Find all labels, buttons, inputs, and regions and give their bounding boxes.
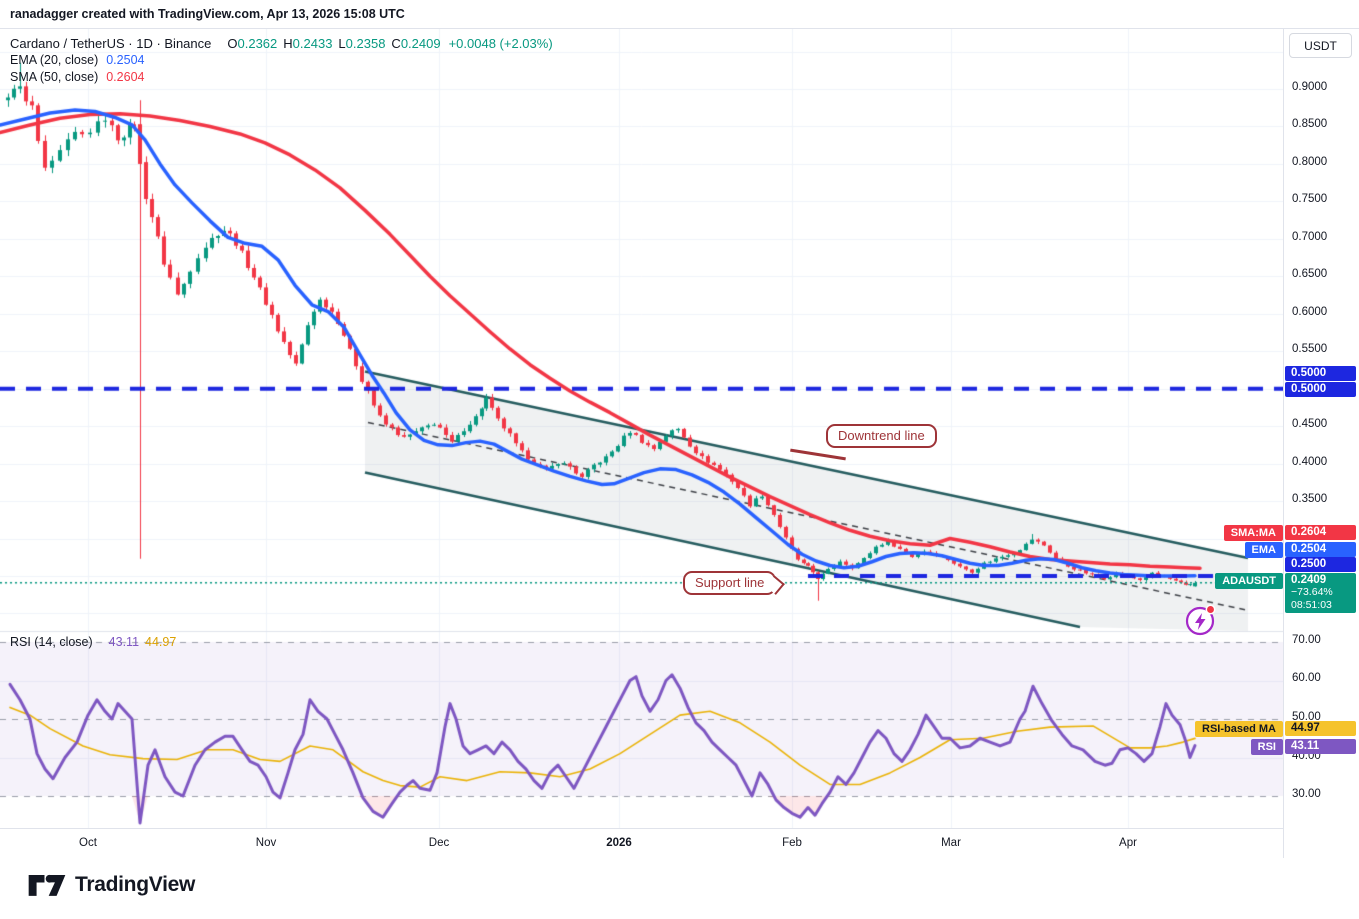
sma-legend-row[interactable]: SMA (50, close) 0.2604 <box>10 69 553 86</box>
footer: TradingView <box>0 858 1359 919</box>
axis-tick-label: 0.4000 <box>1292 456 1328 468</box>
axis-series-tag: EMA <box>1244 542 1283 558</box>
axis-series-tag: RSI <box>1250 739 1283 755</box>
time-axis-label-nov: Nov <box>255 837 277 849</box>
axis-tick-label: 0.8500 <box>1292 118 1328 130</box>
support-line-callout[interactable]: Support line <box>683 571 777 595</box>
price-chart-canvas[interactable] <box>0 29 1283 828</box>
ohlc-high-label: H <box>283 36 293 51</box>
ohlc-low-label: L <box>338 36 346 51</box>
rsi-ma-value: 44.97 <box>145 635 177 649</box>
axis-tick-label: 0.6500 <box>1292 268 1328 280</box>
rsi-label: RSI (14, close) <box>10 635 93 649</box>
symbol-title[interactable]: Cardano / TetherUS · 1D · Binance <box>10 36 212 51</box>
ohlc-high-value: 0.2433 <box>292 36 333 51</box>
axis-price-badge: 0.5000 <box>1285 366 1356 381</box>
time-axis-label-apr: Apr <box>1119 837 1137 849</box>
axis-tick-label: 0.9000 <box>1292 81 1328 93</box>
price-axis[interactable]: USDT 0.9000 0.8500 0.8000 0.7500 0.7000 0.650… <box>1283 29 1359 859</box>
downtrend-line-callout[interactable]: Downtrend line <box>826 424 937 448</box>
axis-price-badge: 44.97 <box>1285 721 1356 736</box>
axis-price-badge: 0.2504 <box>1285 542 1356 557</box>
axis-tick-label: 0.7000 <box>1292 231 1328 243</box>
sma-value: 0.2604 <box>106 70 145 84</box>
axis-price-badge: 0.5000 <box>1285 382 1356 397</box>
axis-tick-label: 0.4500 <box>1292 418 1328 430</box>
time-axis[interactable]: Oct Nov Dec 2026 Feb Mar Apr <box>0 828 1283 859</box>
tradingview-logo-icon <box>28 874 66 896</box>
axis-tick-label: 0.3500 <box>1292 493 1328 505</box>
ema-label: EMA (20, close) <box>10 53 99 67</box>
axis-price-badge: 43.11 <box>1285 739 1356 754</box>
alert-red-dot <box>1205 604 1216 615</box>
axis-price-badge: 0.2604 <box>1285 525 1356 540</box>
price-change: +0.0048 (+2.03%) <box>448 36 553 51</box>
time-axis-label-feb: Feb <box>782 837 802 849</box>
ohlc-low-value: 0.2358 <box>345 36 386 51</box>
axis-tick-label: 70.00 <box>1292 634 1321 646</box>
time-axis-label-dec: Dec <box>428 837 450 849</box>
sma-label: SMA (50, close) <box>10 70 99 84</box>
rsi-value: 43.11 <box>108 635 140 649</box>
axis-tick-label: 0.6000 <box>1292 306 1328 318</box>
ema-legend-row[interactable]: EMA (20, close) 0.2504 <box>10 52 553 69</box>
time-axis-label-mar: Mar <box>941 837 961 849</box>
ohlc-open-value: 0.2362 <box>237 36 278 51</box>
attribution-text: ranadagger created with TradingView.com,… <box>10 7 405 21</box>
axis-tick-label: 50.00 <box>1292 711 1321 723</box>
axis-series-tag: ADAUSDT <box>1215 573 1283 589</box>
rsi-legend-row[interactable]: RSI (14, close) 43.11 44.97 <box>10 635 176 649</box>
lightning-bolt-icon <box>1195 613 1206 630</box>
tradingview-logo[interactable]: TradingView <box>27 871 195 899</box>
axis-tick-label: 0.5500 <box>1292 343 1328 355</box>
ohlc-close-value: 0.2409 <box>400 36 441 51</box>
tradingview-logo-text: TradingView <box>75 873 196 896</box>
symbol-legend: Cardano / TetherUS · 1D · Binance O0.2362… <box>10 35 553 86</box>
axis-tick-label: 30.00 <box>1292 788 1321 800</box>
alert-icon[interactable] <box>1184 603 1218 637</box>
ema-value: 0.2504 <box>106 53 145 67</box>
ohlc-close-label: C <box>391 36 401 51</box>
axis-tick-label: 0.7500 <box>1292 193 1328 205</box>
axis-price-badge: 0.2500 <box>1285 557 1356 572</box>
currency-button[interactable]: USDT <box>1289 33 1352 58</box>
axis-series-tag: SMA:MA <box>1223 525 1283 541</box>
axis-tick-label: 60.00 <box>1292 672 1321 684</box>
chart-frame: Cardano / TetherUS · 1D · Binance O0.2362… <box>0 28 1359 859</box>
axis-price-badge: 0.2409 −73.64% 08:51:03 <box>1285 573 1356 613</box>
ohlc-open-label: O <box>227 36 238 51</box>
axis-tick-label: 0.8000 <box>1292 156 1328 168</box>
time-axis-label-2026: 2026 <box>606 837 632 849</box>
axis-series-tag: RSI-based MA <box>1195 721 1283 737</box>
time-axis-label-oct: Oct <box>79 837 97 849</box>
